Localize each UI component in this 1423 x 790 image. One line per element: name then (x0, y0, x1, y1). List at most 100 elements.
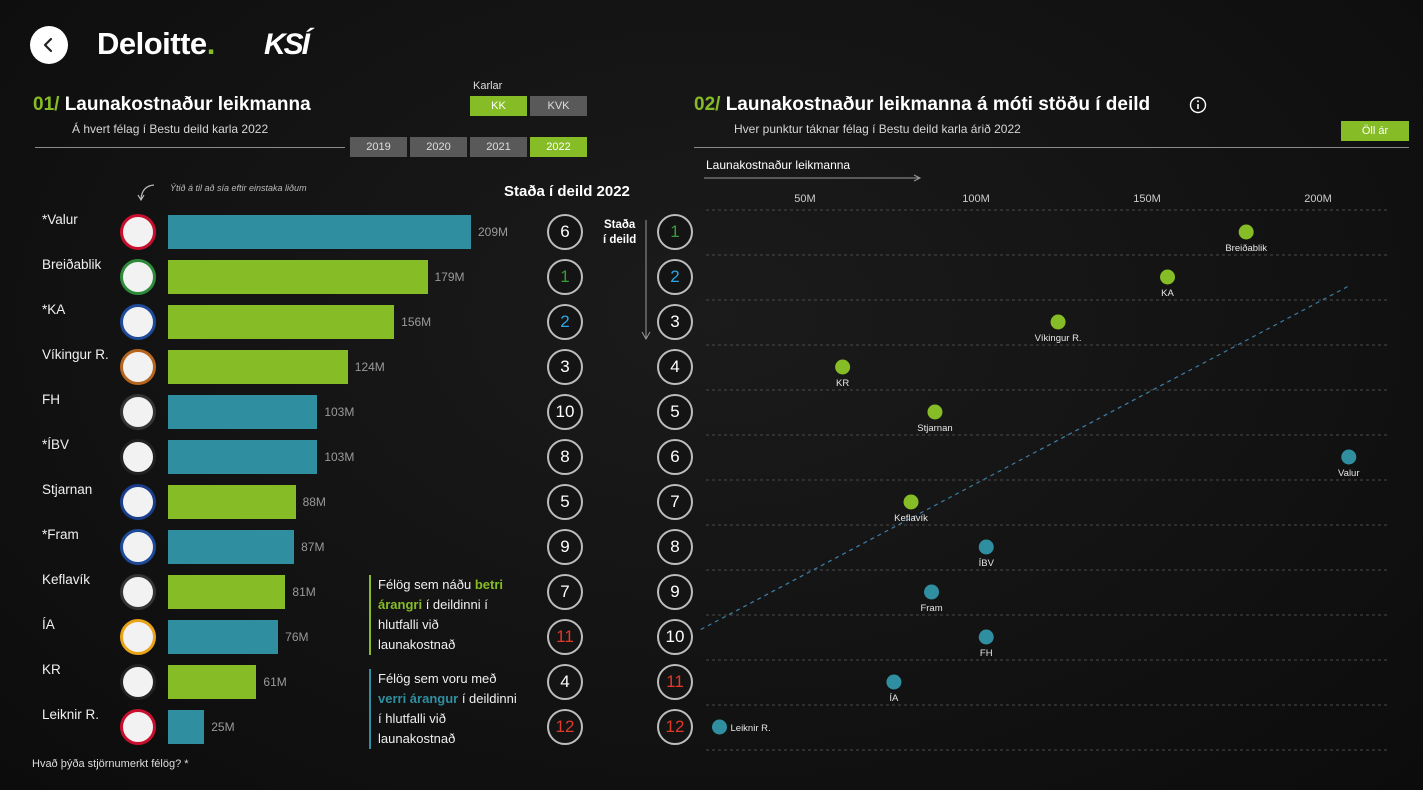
wage-bar-label: 87M (301, 540, 325, 554)
rank-axis-badge: 12 (657, 709, 693, 745)
scatter-point-label: KR (836, 378, 849, 389)
club-crest-icon[interactable] (120, 304, 156, 340)
legend-better-post: í deildinni í hlutfalli við launakostnað (378, 597, 488, 652)
wage-bar[interactable] (168, 530, 295, 564)
club-name[interactable]: *Valur (42, 212, 78, 227)
x-tick-label: 100M (962, 193, 990, 205)
scatter-point[interactable] (1238, 224, 1254, 240)
club-name[interactable]: FH (42, 392, 60, 407)
wage-bar-label: 103M (324, 405, 355, 419)
year-button-2020[interactable]: 2020 (410, 137, 467, 157)
club-crest-icon[interactable] (120, 619, 156, 655)
wage-bar[interactable] (168, 215, 471, 249)
club-crest-icon[interactable] (120, 709, 156, 745)
rank-axis-badge: 8 (657, 529, 693, 565)
section2-divider (694, 147, 1409, 148)
wage-bar[interactable] (168, 575, 286, 609)
club-crest-icon[interactable] (120, 394, 156, 430)
wage-bar[interactable] (168, 395, 318, 429)
legend-better: Félög sem náðu betri árangri í deildinni… (369, 575, 519, 655)
year-button-2021[interactable]: 2021 (470, 137, 527, 157)
rank-axis-label-line2: í deild (603, 234, 637, 246)
scatter-point-label: Leiknir R. (731, 723, 771, 734)
all-years-button[interactable]: Öll ár (1341, 121, 1409, 141)
wage-bar-label: 81M (292, 585, 316, 599)
wage-bar[interactable] (168, 665, 257, 699)
club-crest-icon[interactable] (120, 439, 156, 475)
scatter-point[interactable] (886, 674, 902, 690)
club-name[interactable]: Víkingur R. (42, 347, 109, 362)
scatter-point-label: Keflavík (894, 513, 928, 524)
league-position-badge: 12 (547, 709, 583, 745)
scatter-x-axis-label: Launakostnaður leikmanna (706, 158, 851, 172)
wage-bar[interactable] (168, 620, 279, 654)
club-name[interactable]: Breiðablik (42, 257, 102, 272)
wage-bar[interactable] (168, 440, 318, 474)
league-position-badge: 10 (547, 394, 583, 430)
league-position-badge: 4 (547, 664, 583, 700)
scatter-point[interactable] (903, 494, 919, 510)
club-name[interactable]: *KA (42, 302, 66, 317)
year-button-2022[interactable]: 2022 (530, 137, 587, 157)
x-tick-label: 150M (1133, 193, 1161, 205)
scatter-point[interactable] (1160, 269, 1176, 285)
scatter-point[interactable] (1341, 449, 1357, 465)
club-crest-icon[interactable] (120, 574, 156, 610)
club-crest-icon[interactable] (120, 529, 156, 565)
scatter-point[interactable] (712, 719, 727, 735)
club-crest-icon[interactable] (120, 214, 156, 250)
club-name[interactable]: Keflavík (42, 572, 91, 587)
club-name[interactable]: ÍA (42, 617, 55, 632)
scatter-point[interactable] (1050, 314, 1066, 330)
wage-bar-label: 103M (324, 450, 355, 464)
ksi-logo: KSÍ (264, 28, 310, 61)
deloitte-logo-text: Deloitte (97, 26, 207, 61)
scatter-point-label: ÍA (889, 693, 899, 704)
club-name[interactable]: Stjarnan (42, 482, 93, 497)
section1-number: 01/ (33, 94, 60, 115)
scatter-point-label: KA (1161, 288, 1174, 299)
club-crest-icon[interactable] (120, 484, 156, 520)
rank-axis-badge: 1 (657, 214, 693, 250)
info-icon[interactable] (1189, 96, 1207, 114)
scatter-chart: 50M 100M 150M 200M Breiðablik KA Víkingur R. KR… (700, 193, 1388, 751)
wage-bar[interactable] (168, 260, 428, 294)
club-name[interactable]: KR (42, 662, 61, 677)
club-crest-icon[interactable] (120, 259, 156, 295)
scatter-point[interactable] (835, 359, 851, 375)
league-position-badge: 7 (547, 574, 583, 610)
club-name[interactable]: *Fram (42, 527, 79, 542)
scatter-point-label: FH (980, 648, 993, 659)
deloitte-logo-dot: . (206, 26, 216, 61)
wage-bar-label: 88M (302, 495, 326, 509)
club-name[interactable]: Leiknir R. (42, 707, 100, 722)
back-button[interactable] (30, 26, 68, 64)
league-position-badge: 3 (547, 349, 583, 385)
legend-worse: Félög sem voru með verri árangur í deild… (369, 669, 519, 749)
starred-clubs-note[interactable]: Hvað þýða stjörnumerkt félög? * (32, 758, 189, 770)
scatter-point-label: Víkingur R. (1035, 333, 1082, 344)
scatter-point[interactable] (924, 584, 940, 600)
section2-number: 02/ (694, 94, 721, 115)
gender-button-kvk[interactable]: KVK (530, 96, 587, 116)
club-crest-icon[interactable] (120, 349, 156, 385)
club-name[interactable]: *ÍBV (42, 437, 70, 452)
scatter-point[interactable] (978, 629, 994, 645)
scatter-point[interactable] (927, 404, 943, 420)
wage-bar[interactable] (168, 305, 395, 339)
section1-divider (35, 147, 345, 148)
wage-bar[interactable] (168, 350, 348, 384)
gender-button-kk[interactable]: KK (470, 96, 527, 116)
wage-bar[interactable] (168, 485, 296, 519)
section1-title-text: Launakostnaður leikmanna (64, 94, 311, 115)
scatter-point-label: Breiðablik (1225, 243, 1267, 254)
axis-arrow-right-icon (704, 174, 922, 182)
curved-arrow-icon (137, 184, 155, 202)
wage-bar[interactable] (168, 710, 205, 744)
scatter-point-label: Stjarnan (917, 423, 952, 434)
club-crest-icon[interactable] (120, 664, 156, 700)
section2-title: 02/ Launakostnaður leikmanna á móti stöð… (694, 94, 1150, 116)
scatter-point[interactable] (978, 539, 994, 555)
year-button-2019[interactable]: 2019 (350, 137, 407, 157)
rank-axis-badge: 7 (657, 484, 693, 520)
